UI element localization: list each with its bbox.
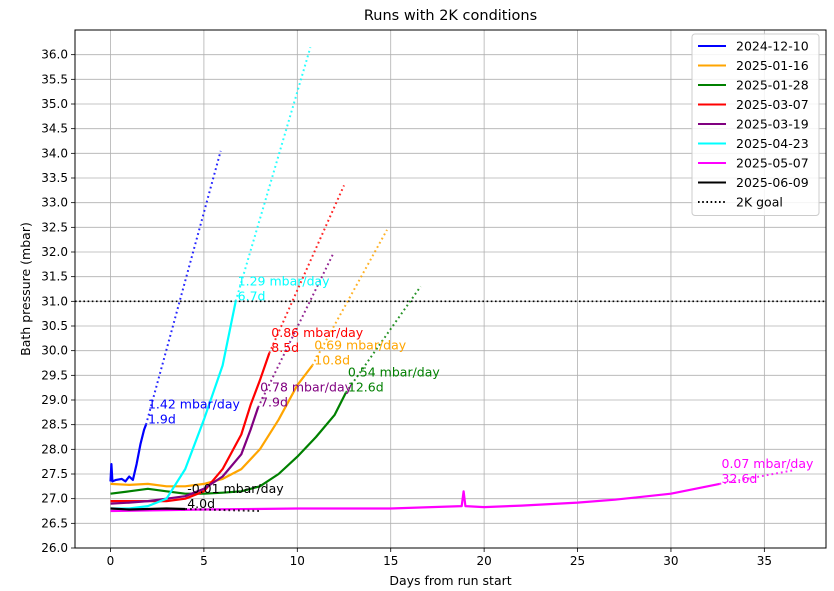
duration-label: 7.9d <box>260 394 288 409</box>
y-tick-label: 33.5 <box>41 171 68 185</box>
y-tick-label: 34.0 <box>41 146 68 160</box>
y-tick-label: 26.0 <box>41 541 68 555</box>
legend-label: 2025-06-09 <box>736 175 809 190</box>
x-tick-label: 5 <box>200 554 208 568</box>
y-tick-label: 35.0 <box>41 97 68 111</box>
y-tick-label: 26.5 <box>41 516 68 530</box>
y-tick-label: 28.5 <box>41 418 68 432</box>
y-tick-label: 29.5 <box>41 368 68 382</box>
legend-label: 2025-01-28 <box>736 78 809 93</box>
legend-label: 2K goal <box>736 195 783 210</box>
plot-frame <box>74 29 827 549</box>
rate-label: -0.01 mbar/day <box>187 481 284 496</box>
trend-line <box>719 469 795 485</box>
series-line <box>110 301 237 510</box>
x-tick-label: 15 <box>383 554 398 568</box>
series-line <box>110 507 186 511</box>
legend: 2024-12-10 2025-01-16 2025-01-28 2025-03-07… <box>691 33 820 216</box>
x-tick-label: 30 <box>663 554 678 568</box>
y-tick-label: 27.0 <box>41 492 68 506</box>
trend-line <box>268 184 345 354</box>
duration-label: 8.5d <box>271 340 299 355</box>
x-tick-label: 25 <box>570 554 585 568</box>
chart-title: Runs with 2K conditions <box>364 8 537 24</box>
y-tick-label: 30.0 <box>41 344 68 358</box>
y-tick-label: 31.5 <box>41 270 68 284</box>
y-tick-label: 35.5 <box>41 72 68 86</box>
rate-label: 0.69 mbar/day <box>314 337 407 352</box>
legend-label: 2025-05-07 <box>736 156 809 171</box>
y-tick-label: 34.5 <box>41 122 68 136</box>
rate-label: 0.78 mbar/day <box>260 379 353 394</box>
x-tick-label: 10 <box>290 554 305 568</box>
duration-label: 1.9d <box>148 412 176 427</box>
duration-label: 12.6d <box>348 380 384 395</box>
y-tick-label: 30.5 <box>41 319 68 333</box>
duration-label: 32.6d <box>722 471 758 486</box>
trend-line <box>234 47 312 302</box>
duration-label: 10.8d <box>314 352 350 367</box>
rate-label: 1.42 mbar/day <box>148 397 241 412</box>
y-tick-label: 33.0 <box>41 196 68 210</box>
duration-label: 4.0d <box>187 496 215 511</box>
rate-label: 0.07 mbar/day <box>722 456 815 471</box>
legend-label: 2025-03-07 <box>736 97 809 112</box>
series-line <box>109 424 148 483</box>
legend-label: 2025-01-16 <box>736 58 809 73</box>
series-layer <box>109 47 795 513</box>
rate-label: 1.29 mbar/day <box>238 273 331 288</box>
y-tick-label: 29.0 <box>41 393 68 407</box>
x-axis-label: Days from run start <box>389 573 511 588</box>
trend-line <box>311 229 388 366</box>
axis-ticks: 0 5 10 15 20 25 30 35 26.0 26.5 27.0 27.5 28.0 28.5 29… <box>41 48 772 568</box>
rate-label: 0.86 mbar/day <box>271 325 364 340</box>
y-tick-label: 28.0 <box>41 442 68 456</box>
legend-box <box>691 33 820 216</box>
legend-label: 2024-12-10 <box>736 39 809 54</box>
legend-label: 2025-04-23 <box>736 136 809 151</box>
y-tick-label: 32.5 <box>41 220 68 234</box>
y-tick-label: 36.0 <box>41 48 68 62</box>
series-line <box>110 407 260 505</box>
x-tick-label: 0 <box>107 554 115 568</box>
rate-label: 0.54 mbar/day <box>348 365 441 380</box>
y-tick-label: 27.5 <box>41 467 68 481</box>
y-tick-label: 31.0 <box>41 294 68 308</box>
series-line <box>110 482 720 513</box>
x-tick-label: 20 <box>476 554 491 568</box>
trend-line <box>145 150 222 425</box>
x-tick-label: 35 <box>757 554 772 568</box>
y-tick-label: 32.0 <box>41 245 68 259</box>
series-line <box>110 392 347 495</box>
y-axis-label: Bath pressure (mbar) <box>18 222 33 356</box>
legend-label: 2025-03-19 <box>736 117 809 132</box>
duration-label: 6.7d <box>238 288 266 303</box>
